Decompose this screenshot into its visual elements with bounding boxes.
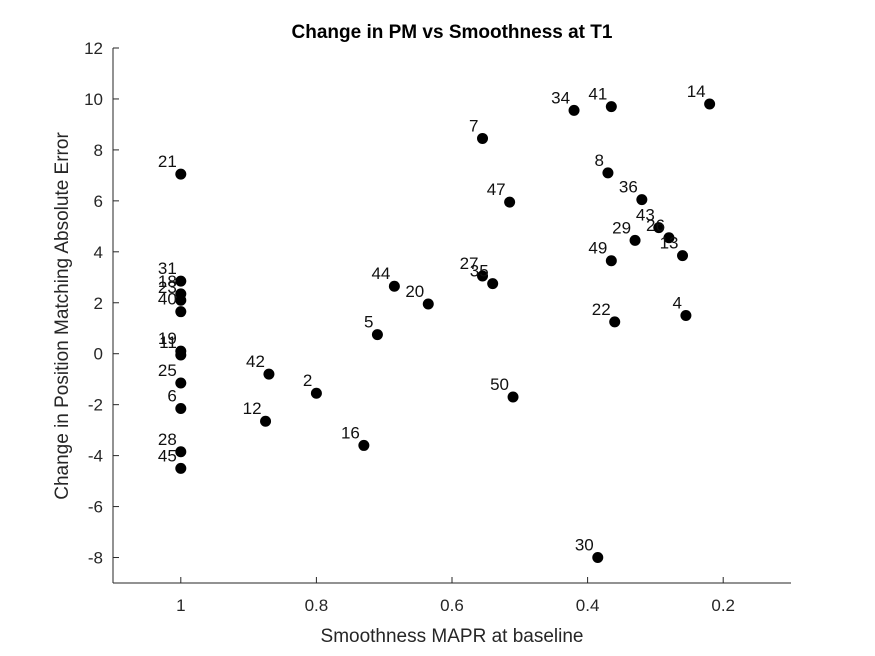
point-label: 41 bbox=[588, 85, 607, 104]
data-point bbox=[175, 275, 187, 287]
chart-title: Change in PM vs Smoothness at T1 bbox=[292, 22, 613, 43]
data-point bbox=[653, 222, 665, 234]
data-point bbox=[636, 194, 648, 206]
data-point bbox=[507, 391, 519, 403]
point-label: 22 bbox=[592, 300, 611, 319]
data-point bbox=[263, 368, 275, 380]
point-label: 27 bbox=[460, 254, 479, 273]
data-point bbox=[175, 446, 187, 458]
point-label: 4 bbox=[672, 294, 681, 313]
point-label: 19 bbox=[158, 329, 177, 348]
point-label: 7 bbox=[469, 116, 478, 135]
point-label: 43 bbox=[636, 206, 655, 225]
point-label: 42 bbox=[246, 352, 265, 371]
data-point bbox=[371, 329, 383, 341]
point-label: 44 bbox=[371, 264, 390, 283]
x-tick-label: 0.2 bbox=[711, 596, 735, 615]
y-tick-label: 6 bbox=[94, 192, 103, 211]
data-point bbox=[609, 316, 621, 328]
data-point bbox=[504, 196, 516, 208]
point-label: 25 bbox=[158, 361, 177, 380]
point-label: 31 bbox=[158, 259, 177, 278]
point-label: 6 bbox=[167, 386, 176, 405]
data-point bbox=[605, 255, 617, 267]
point-label: 14 bbox=[687, 82, 706, 101]
point-label: 13 bbox=[660, 234, 679, 253]
data-point bbox=[477, 270, 489, 282]
x-tick-label: 1 bbox=[176, 596, 185, 615]
data-point bbox=[680, 310, 692, 321]
point-label: 49 bbox=[588, 239, 607, 258]
y-axis-label: Change in Position Matching Absolute Err… bbox=[52, 132, 73, 500]
point-label: 21 bbox=[158, 152, 177, 171]
data-point bbox=[704, 98, 716, 110]
data-point bbox=[175, 294, 187, 306]
point-label: 5 bbox=[364, 313, 373, 332]
y-tick-label: 2 bbox=[94, 294, 103, 313]
x-tick-label: 0.8 bbox=[305, 596, 329, 615]
data-point bbox=[358, 439, 370, 451]
data-point bbox=[175, 349, 187, 361]
point-label: 2 bbox=[303, 371, 312, 390]
y-tick-label: -6 bbox=[88, 498, 103, 517]
y-tick-label: 12 bbox=[84, 39, 103, 58]
data-point bbox=[677, 250, 689, 262]
y-tick-label: -2 bbox=[88, 396, 103, 415]
point-label: 34 bbox=[551, 88, 570, 107]
data-point bbox=[175, 168, 187, 180]
point-label: 50 bbox=[490, 375, 509, 394]
point-label: 20 bbox=[405, 282, 424, 301]
data-point bbox=[422, 298, 434, 310]
data-point bbox=[260, 415, 272, 427]
point-label: 45 bbox=[158, 446, 177, 465]
data-point bbox=[487, 278, 499, 290]
point-label: 28 bbox=[158, 430, 177, 449]
point-label: 35 bbox=[470, 262, 489, 281]
point-label: 30 bbox=[575, 536, 594, 555]
data-point bbox=[175, 306, 187, 318]
data-point bbox=[175, 462, 187, 474]
data-point bbox=[663, 232, 675, 244]
data-point bbox=[477, 132, 489, 144]
point-label: 11 bbox=[159, 333, 177, 352]
point-label: 18 bbox=[158, 272, 177, 291]
data-point bbox=[605, 101, 617, 113]
point-label: 26 bbox=[646, 216, 665, 235]
point-label: 16 bbox=[341, 423, 360, 442]
y-tick-label: 10 bbox=[84, 90, 103, 109]
data-point bbox=[602, 167, 614, 179]
point-label: 29 bbox=[612, 218, 631, 237]
y-tick-label: 4 bbox=[94, 243, 103, 262]
x-tick-label: 0.6 bbox=[440, 596, 464, 615]
point-label: 36 bbox=[619, 178, 638, 197]
y-tick-label: 0 bbox=[94, 345, 103, 364]
axes: 1 0.8 0.6 0.4 0.2 -8 -6 -4 -2 0 2 4 6 8 10 12 bbox=[84, 39, 791, 615]
data-point bbox=[568, 104, 580, 116]
data-point bbox=[592, 552, 604, 564]
point-label: 23 bbox=[158, 278, 177, 297]
point-label: 12 bbox=[243, 399, 262, 418]
data-point bbox=[175, 377, 187, 389]
data-point bbox=[629, 234, 641, 246]
data-point bbox=[310, 387, 322, 399]
y-tick-label: 8 bbox=[94, 141, 103, 160]
point-label: 40 bbox=[158, 290, 177, 309]
y-tick-label: -8 bbox=[88, 549, 103, 568]
data-point bbox=[175, 402, 187, 414]
x-axis-label: Smoothness MAPR at baseline bbox=[321, 626, 584, 647]
point-label: 8 bbox=[594, 151, 603, 170]
data-point bbox=[388, 280, 400, 292]
y-tick-label: -4 bbox=[88, 447, 103, 466]
point-label: 47 bbox=[487, 180, 506, 199]
x-tick-label: 0.4 bbox=[576, 596, 600, 615]
